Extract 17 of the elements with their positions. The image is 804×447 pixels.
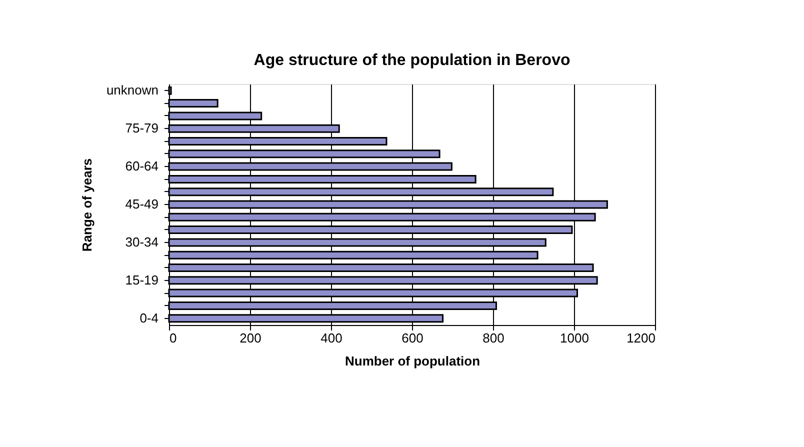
y-tick-label: unknown <box>106 82 158 98</box>
y-axis-title: Range of years <box>79 158 94 252</box>
x-tick-label: 600 <box>402 330 424 346</box>
y-tick-label: 15-19 <box>125 272 158 288</box>
y-tick-label: 75-79 <box>125 120 158 136</box>
x-axis-title: Number of population <box>344 354 480 368</box>
y-tick-label: 0-4 <box>140 310 158 326</box>
x-tick-label: 0 <box>170 330 177 346</box>
chart-title: Age structure of the population in Berovo <box>254 52 570 69</box>
x-tick-label: 200 <box>240 330 262 346</box>
y-tick-label: 60-64 <box>125 158 158 174</box>
y-tick-label: 45-49 <box>125 196 158 212</box>
x-tick-label: 800 <box>482 330 504 346</box>
x-tick-label: 1200 <box>626 330 656 346</box>
y-tick-label: 30-34 <box>125 234 158 250</box>
x-tick-label: 400 <box>320 330 342 346</box>
x-tick-label: 1000 <box>560 330 589 346</box>
